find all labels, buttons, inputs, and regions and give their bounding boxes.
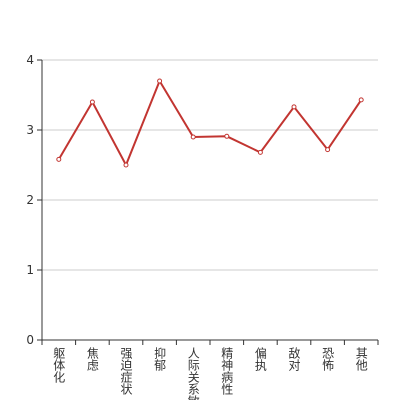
point	[291, 104, 297, 110]
point	[325, 147, 331, 153]
y-tick-label: 4	[26, 53, 34, 67]
y-tick-label: 0	[26, 333, 34, 347]
y-tick-label: 3	[26, 123, 34, 137]
point	[56, 156, 62, 162]
point	[89, 99, 95, 105]
point	[358, 97, 364, 103]
x-tick-label: 焦虑	[85, 347, 99, 371]
line	[57, 78, 363, 168]
point	[157, 78, 163, 84]
x-tick-label: 偏执	[253, 346, 267, 372]
y-tick-label: 2	[26, 193, 34, 207]
x-tick-label: 精神病性	[220, 347, 234, 396]
point	[257, 149, 263, 155]
point	[123, 162, 129, 168]
point	[224, 133, 230, 139]
x-tick-label: 敌对	[287, 346, 301, 371]
x-tick-label: 人际关系敏感	[186, 347, 200, 400]
x-tick-label: 强迫症状	[119, 347, 133, 395]
x-tick-label: 恐怖	[321, 347, 335, 371]
x-tick-label: 抑郁	[153, 346, 167, 372]
y-tick-label: 1	[26, 263, 34, 277]
x-tick-label: 躯体化	[52, 346, 66, 384]
point	[190, 134, 196, 140]
x-tick-label: 其他	[354, 347, 368, 371]
